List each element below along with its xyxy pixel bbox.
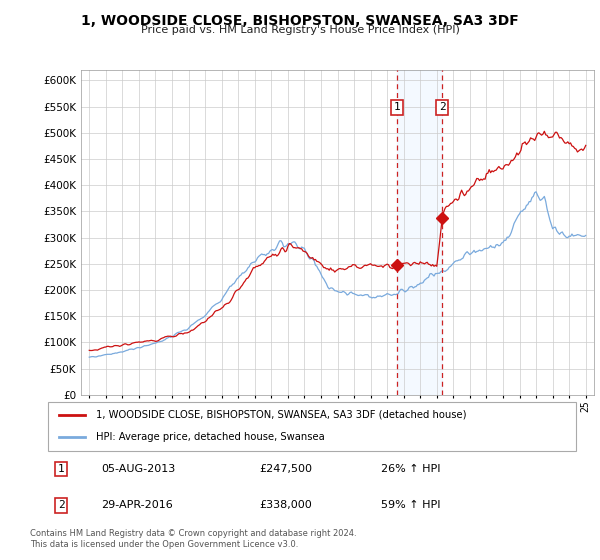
Text: 05-AUG-2013: 05-AUG-2013 bbox=[101, 464, 175, 474]
Text: 29-APR-2016: 29-APR-2016 bbox=[101, 501, 173, 510]
Text: 1, WOODSIDE CLOSE, BISHOPSTON, SWANSEA, SA3 3DF (detached house): 1, WOODSIDE CLOSE, BISHOPSTON, SWANSEA, … bbox=[95, 410, 466, 420]
Text: £338,000: £338,000 bbox=[259, 501, 312, 510]
FancyBboxPatch shape bbox=[48, 402, 576, 451]
Text: 2: 2 bbox=[439, 102, 446, 113]
Text: £247,500: £247,500 bbox=[259, 464, 312, 474]
Bar bbox=[397, 70, 442, 395]
Text: Price paid vs. HM Land Registry's House Price Index (HPI): Price paid vs. HM Land Registry's House … bbox=[140, 25, 460, 35]
Text: 26% ↑ HPI: 26% ↑ HPI bbox=[380, 464, 440, 474]
Text: 1: 1 bbox=[58, 464, 65, 474]
Text: 1: 1 bbox=[394, 102, 400, 113]
Text: 2: 2 bbox=[58, 501, 65, 510]
Text: 59% ↑ HPI: 59% ↑ HPI bbox=[380, 501, 440, 510]
Text: Contains HM Land Registry data © Crown copyright and database right 2024.
This d: Contains HM Land Registry data © Crown c… bbox=[30, 529, 356, 549]
Text: 1, WOODSIDE CLOSE, BISHOPSTON, SWANSEA, SA3 3DF: 1, WOODSIDE CLOSE, BISHOPSTON, SWANSEA, … bbox=[81, 14, 519, 28]
Text: HPI: Average price, detached house, Swansea: HPI: Average price, detached house, Swan… bbox=[95, 432, 324, 442]
